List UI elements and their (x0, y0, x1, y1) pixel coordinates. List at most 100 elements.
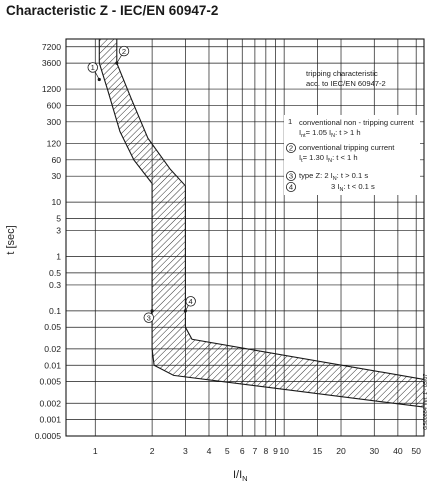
y-tick-label-19: 0.002 (39, 398, 61, 408)
y-tick-label-5: 120 (47, 138, 62, 148)
svg-text:It= 1.30 IN: t < 1 h: It= 1.30 IN: t < 1 h (299, 153, 358, 164)
svg-text:I/IN: I/IN (233, 469, 248, 483)
legend-text-4-sub: N (339, 187, 343, 193)
marker-dot-4 (183, 309, 187, 313)
x-tick-label-5: 6 (240, 446, 245, 456)
legend-circle-2 (285, 142, 296, 153)
header-note: tripping characteristic acc. to IEC/EN 6… (306, 69, 386, 88)
y-tick-label-8: 10 (51, 197, 61, 207)
svg-text:Int= 1.05 IN: t > 1 h: Int= 1.05 IN: t > 1 h (299, 128, 361, 139)
plot-frame (65, 38, 425, 437)
x-tick-label-6: 7 (253, 446, 258, 456)
legend-formula-1-sub2: N (331, 133, 335, 139)
legend-text-4-end: : t < 0.1 s (343, 182, 375, 191)
tick-labels: 1 2 3 4 5 6 7 8 9 10 15 20 30 40 507200360012006003001… (35, 42, 421, 456)
marker-2: 2 (115, 45, 130, 65)
legend-number-2: 2 (289, 144, 293, 153)
legend-text-3-sub: N (333, 176, 337, 182)
legend-text-2: conventional tripping current (299, 143, 395, 152)
legend-formula-2-rest: = 1.30 I (303, 153, 329, 162)
y-tick-label-1: 3600 (42, 58, 61, 68)
x-tick-label-8: 9 (273, 446, 278, 456)
legend-background (284, 115, 420, 195)
svg-text:3 IN: t < 0.1 s: 3 IN: t < 0.1 s (331, 182, 375, 193)
y-tick-label-15: 0.05 (44, 322, 61, 332)
y-tick-label-12: 0.5 (49, 268, 61, 278)
x-tick-label-3: 4 (207, 446, 212, 456)
marker-label-4: 4 (189, 297, 193, 306)
svg-text:type Z: 2 IN: t > 0.1 s: type Z: 2 IN: t > 0.1 s (299, 171, 368, 182)
x-tick-label-10: 15 (313, 446, 323, 456)
legend-formula-2-sub2: N (328, 158, 332, 164)
y-tick-label-3: 600 (47, 100, 62, 110)
marker-circle-2 (118, 45, 130, 57)
y-tick-label-18: 0.005 (39, 377, 61, 387)
legend-formula-2-i: I (299, 153, 301, 162)
y-tick-label-10: 3 (56, 226, 61, 236)
x-axis-label-sub: N (242, 474, 247, 483)
legend-text-3: type Z: 2 I (299, 171, 333, 180)
band-boundary-2 (116, 39, 425, 380)
legend-formula-1-rest: = 1.05 I (306, 128, 332, 137)
legend-formula-2-sub: t (301, 158, 303, 164)
y-tick-label-9: 5 (56, 213, 61, 223)
marker-dot-2 (115, 61, 119, 65)
x-tick-label-9: 10 (279, 446, 289, 456)
y-tick-label-6: 60 (51, 155, 61, 165)
legend-formula-1-i: I (299, 128, 301, 137)
marker-4: 4 (183, 296, 196, 313)
legend-formula-2-end: : t < 1 h (332, 153, 358, 162)
x-tick-label-12: 30 (369, 446, 379, 456)
legend-formula-1-sub: nt (301, 133, 306, 139)
y-axis-label: t [sec] (5, 225, 17, 254)
x-tick-label-13: 40 (393, 446, 403, 456)
chart-title: Characteristic Z - IEC/EN 60947-2 (6, 3, 219, 18)
marker-circle-1 (87, 62, 98, 73)
x-tick-label-4: 5 (225, 446, 230, 456)
legend-text-4: 3 I (331, 182, 339, 191)
legend-circle-3 (285, 170, 296, 181)
y-tick-label-7: 30 (51, 171, 61, 181)
marker-1: 1 (87, 62, 101, 82)
point-markers: 1 2 3 4 (87, 45, 196, 323)
marker-circle-4 (185, 296, 196, 307)
y-tick-label-4: 300 (47, 117, 62, 127)
legend-number-1: 1 (288, 117, 292, 126)
x-tick-label-0: 1 (93, 446, 98, 456)
header-line-2: acc. to IEC/EN 60947-2 (306, 79, 386, 88)
y-tick-label-0: 7200 (42, 42, 61, 52)
x-axis-label: I/I (233, 469, 242, 481)
y-tick-label-20: 0.001 (39, 415, 61, 425)
doc-code: GS00884 Ver. 1 - 05/07 (423, 374, 429, 430)
legend-text-3-end: : t > 0.1 s (337, 171, 369, 180)
legend-circle-4 (285, 181, 296, 192)
legend-text-1: conventional non - tripping current (299, 118, 415, 127)
legend-number-3: 3 (289, 172, 293, 181)
header-line-1: tripping characteristic (306, 69, 378, 78)
marker-label-2: 2 (122, 47, 126, 56)
y-tick-label-17: 0.01 (44, 360, 61, 370)
marker-dot-1 (97, 77, 101, 82)
marker-dot-3 (150, 309, 154, 313)
band-boundary-1 (98, 39, 425, 408)
marker-label-3: 3 (147, 313, 151, 322)
x-tick-label-14: 50 (411, 446, 421, 456)
marker-label-1: 1 (91, 63, 95, 72)
x-tick-label-2: 3 (183, 446, 188, 456)
legend: 1 conventional non - tripping current In… (284, 115, 420, 195)
y-tick-label-21: 0.0005 (35, 431, 62, 441)
x-tick-label-11: 20 (336, 446, 346, 456)
legend-formula-1-end: : t > 1 h (335, 128, 361, 137)
legend-number-4: 4 (289, 183, 293, 192)
y-tick-label-2: 1200 (42, 84, 61, 94)
band-fill (99, 39, 425, 408)
y-tick-label-13: 0.3 (49, 280, 61, 290)
y-tick-label-16: 0.02 (44, 344, 61, 354)
marker-circle-3 (143, 312, 154, 323)
x-tick-label-1: 2 (150, 446, 155, 456)
marker-3: 3 (143, 309, 154, 323)
y-tick-label-11: 1 (56, 252, 61, 262)
x-tick-label-7: 8 (263, 446, 268, 456)
y-tick-label-14: 0.1 (49, 306, 61, 316)
